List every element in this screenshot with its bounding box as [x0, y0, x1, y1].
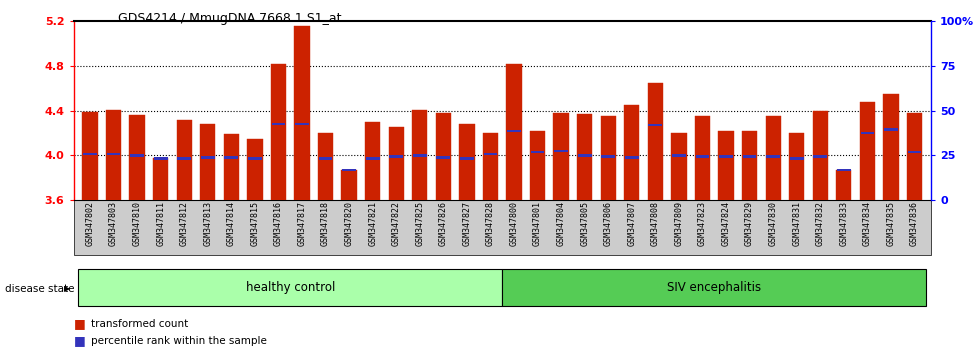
Bar	[530, 131, 545, 200]
Text: SIV encephalitis: SIV encephalitis	[667, 281, 761, 294]
Bar	[577, 114, 592, 200]
Bar	[83, 153, 97, 155]
Bar	[648, 83, 663, 200]
Bar	[436, 113, 451, 200]
Bar	[531, 151, 545, 153]
Bar	[649, 124, 662, 126]
Text: disease state: disease state	[5, 284, 74, 293]
Bar	[107, 153, 121, 155]
Bar	[365, 122, 380, 200]
Text: ■: ■	[74, 318, 85, 330]
Bar	[295, 123, 309, 125]
Bar	[789, 133, 805, 200]
Text: ■: ■	[74, 334, 85, 347]
Bar	[578, 154, 592, 156]
Bar	[813, 155, 827, 158]
Bar	[812, 110, 828, 200]
Bar	[341, 170, 357, 200]
Bar	[271, 123, 285, 125]
Bar	[884, 129, 898, 131]
Text: ▶: ▶	[64, 284, 71, 293]
Bar	[247, 138, 263, 200]
Bar	[742, 131, 758, 200]
Bar	[460, 124, 474, 200]
Bar	[248, 158, 262, 160]
Bar	[860, 132, 874, 134]
Bar	[602, 155, 615, 158]
Bar	[342, 169, 356, 171]
Bar	[765, 116, 781, 200]
Bar	[413, 154, 426, 156]
Bar	[106, 109, 122, 200]
Bar	[696, 155, 710, 158]
Bar	[413, 109, 427, 200]
Bar	[766, 155, 780, 158]
Text: GDS4214 / MmugDNA.7668.1.S1_at: GDS4214 / MmugDNA.7668.1.S1_at	[118, 12, 341, 25]
Bar	[671, 133, 687, 200]
Bar	[625, 156, 639, 159]
Bar	[483, 133, 498, 200]
Bar	[483, 153, 498, 155]
Bar	[460, 158, 473, 160]
Bar	[223, 134, 239, 200]
Bar	[883, 94, 899, 200]
Text: healthy control: healthy control	[246, 281, 335, 294]
Bar	[507, 64, 521, 200]
Bar	[270, 64, 286, 200]
Bar	[859, 102, 875, 200]
Bar	[318, 133, 333, 200]
Bar	[554, 113, 568, 200]
Bar	[601, 116, 615, 200]
Bar	[695, 116, 710, 200]
Bar	[672, 154, 686, 156]
Bar	[836, 170, 852, 200]
Bar	[176, 120, 192, 200]
Bar	[624, 105, 640, 200]
Bar	[507, 130, 521, 132]
Bar	[436, 156, 450, 159]
Bar	[82, 112, 98, 200]
Bar	[130, 154, 144, 156]
Bar	[200, 124, 216, 200]
Bar	[907, 151, 921, 153]
Bar	[294, 26, 310, 200]
Bar	[154, 158, 168, 160]
Text: percentile rank within the sample: percentile rank within the sample	[91, 336, 267, 346]
Bar	[177, 158, 191, 160]
Bar	[366, 158, 379, 160]
Bar	[389, 127, 404, 200]
Bar	[718, 131, 734, 200]
Bar	[224, 156, 238, 159]
Bar	[318, 158, 332, 160]
Bar	[719, 155, 733, 158]
Bar	[129, 115, 145, 200]
Bar	[389, 155, 403, 158]
Bar	[153, 158, 169, 200]
Text: transformed count: transformed count	[91, 319, 188, 329]
Bar	[790, 158, 804, 160]
Bar	[837, 169, 851, 171]
Bar	[743, 155, 757, 158]
Bar	[555, 150, 568, 152]
Bar	[906, 113, 922, 200]
Bar	[201, 156, 215, 159]
